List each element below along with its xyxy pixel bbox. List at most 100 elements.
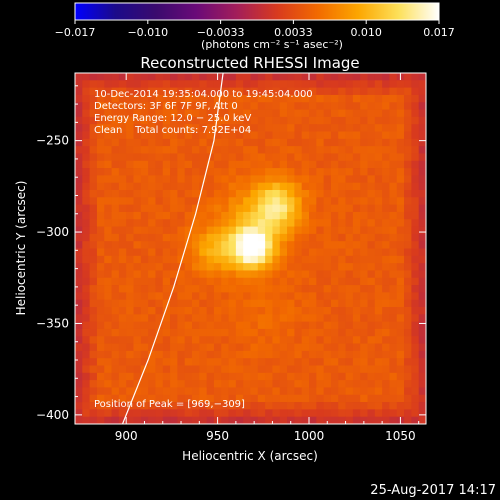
heatmap-cell bbox=[360, 87, 368, 96]
heatmap-cell bbox=[411, 299, 420, 308]
heatmap-cell bbox=[316, 336, 325, 344]
annotations: 10-Dec-2014 19:35:04.000 to 19:45:04.000… bbox=[94, 89, 313, 410]
heatmap-cell bbox=[323, 109, 332, 118]
heatmap-cell bbox=[374, 372, 383, 381]
heatmap-cell bbox=[250, 270, 259, 279]
heatmap-cell bbox=[199, 190, 208, 198]
heatmap-cell bbox=[140, 387, 149, 396]
heatmap-cell bbox=[345, 307, 354, 315]
heatmap-cell bbox=[96, 285, 105, 293]
heatmap-cell bbox=[272, 350, 281, 359]
heatmap-cell bbox=[265, 182, 273, 191]
heatmap-cell bbox=[345, 153, 354, 162]
heatmap-cell bbox=[75, 211, 83, 220]
heatmap-cell bbox=[89, 307, 98, 315]
heatmap-cell bbox=[287, 365, 295, 374]
heatmap-cell bbox=[418, 197, 426, 206]
heatmap-cell bbox=[228, 343, 237, 352]
heatmap-cell bbox=[126, 416, 134, 424]
heatmap-cell bbox=[257, 160, 266, 169]
heatmap-cell bbox=[411, 211, 420, 220]
heatmap-cell bbox=[228, 87, 237, 96]
heatmap-cell bbox=[404, 226, 412, 235]
heatmap-cell bbox=[192, 365, 200, 374]
heatmap-cell bbox=[228, 372, 237, 381]
heatmap-cell bbox=[279, 292, 288, 301]
heatmap-cell bbox=[294, 394, 303, 403]
heatmap-cell bbox=[235, 402, 244, 410]
heatmap-cell bbox=[206, 197, 215, 206]
heatmap-cell bbox=[148, 394, 156, 403]
heatmap-cell bbox=[221, 380, 229, 388]
heatmap-cell bbox=[133, 204, 142, 213]
heatmap-cell bbox=[367, 307, 376, 315]
heatmap-cell bbox=[184, 182, 193, 191]
heatmap-cell bbox=[118, 153, 127, 162]
colorbar-tick-label: −0.010 bbox=[127, 26, 168, 39]
heatmap-cell bbox=[287, 204, 295, 213]
heatmap-cell bbox=[206, 365, 215, 374]
heatmap-cell bbox=[294, 190, 303, 198]
heatmap-cell bbox=[330, 314, 339, 323]
heatmap-cell bbox=[418, 80, 426, 89]
heatmap-cell bbox=[235, 219, 244, 227]
heatmap-cell bbox=[272, 109, 281, 118]
heatmap-cell bbox=[126, 116, 134, 125]
heatmap-cell bbox=[170, 372, 178, 381]
heatmap-cell bbox=[330, 292, 339, 301]
heatmap-cell bbox=[389, 314, 398, 323]
heatmap-cell bbox=[192, 350, 200, 359]
plot-frame bbox=[74, 72, 427, 425]
heatmap-cell bbox=[155, 263, 164, 271]
heatmap-cell bbox=[396, 102, 405, 110]
heatmap-cell bbox=[111, 358, 120, 366]
heatmap-cell bbox=[345, 94, 354, 103]
heatmap-cell bbox=[287, 233, 295, 242]
heatmap-cell bbox=[323, 270, 332, 279]
heatmap-cell bbox=[170, 204, 178, 213]
heatmap-cell bbox=[250, 124, 259, 132]
heatmap-cell bbox=[82, 380, 91, 388]
heatmap-cell bbox=[265, 226, 273, 235]
heatmap-cell bbox=[367, 299, 376, 308]
heatmap-cell bbox=[360, 226, 368, 235]
heatmap-cell bbox=[360, 255, 368, 264]
heatmap-cell bbox=[228, 138, 237, 147]
heatmap-cell bbox=[257, 387, 266, 396]
heatmap-cell bbox=[96, 138, 105, 147]
heatmap-cell bbox=[75, 328, 83, 337]
heatmap-cell bbox=[118, 277, 127, 286]
heatmap-cell bbox=[330, 402, 339, 410]
heatmap-cell bbox=[192, 160, 200, 169]
heatmap-cell bbox=[184, 299, 193, 308]
heatmap-cell bbox=[330, 87, 339, 96]
heatmap-cell bbox=[374, 182, 383, 191]
heatmap-cell bbox=[162, 175, 171, 184]
heatmap-cell bbox=[272, 226, 281, 235]
heatmap-cell bbox=[323, 263, 332, 271]
heatmap-cell bbox=[301, 80, 310, 89]
heatmap-cell bbox=[345, 350, 354, 359]
heatmap-cell bbox=[389, 328, 398, 337]
heatmap-cell bbox=[192, 336, 200, 344]
heatmap-cell bbox=[206, 138, 215, 147]
heatmap-cell bbox=[206, 168, 215, 176]
heatmap-cell bbox=[75, 248, 83, 257]
heatmap-cell bbox=[265, 87, 273, 96]
heatmap-cell bbox=[301, 168, 310, 176]
heatmap-cell bbox=[221, 285, 229, 293]
heatmap-cell bbox=[279, 116, 288, 125]
heatmap-cell bbox=[89, 87, 98, 96]
heatmap-cell bbox=[96, 87, 105, 96]
heatmap-cell bbox=[389, 124, 398, 132]
heatmap-cell bbox=[177, 336, 186, 344]
heatmap-cell bbox=[104, 372, 112, 381]
heatmap-cell bbox=[257, 197, 266, 206]
heatmap-cell bbox=[148, 292, 156, 301]
heatmap-cell bbox=[345, 87, 354, 96]
heatmap-cell bbox=[418, 277, 426, 286]
heatmap-cell bbox=[243, 277, 251, 286]
heatmap-cell bbox=[177, 380, 186, 388]
heatmap-cell bbox=[118, 211, 127, 220]
heatmap-cell bbox=[140, 211, 149, 220]
